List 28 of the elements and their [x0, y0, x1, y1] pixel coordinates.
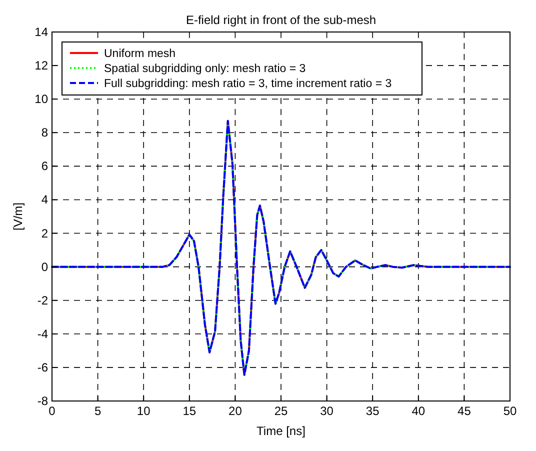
x-axis-title: Time [ns]	[256, 424, 306, 438]
x-tick-label: 5	[94, 404, 102, 418]
y-tick-label: -8	[37, 394, 48, 408]
y-axis-title: [V/m]	[11, 202, 25, 231]
y-tick-label: 12	[34, 58, 48, 73]
y-tick-label: 10	[34, 92, 48, 106]
x-tick-label: 20	[228, 404, 242, 418]
x-tick-label: 35	[366, 404, 380, 418]
legend-label: Full subgridding: mesh ratio = 3, time increment ratio = 3	[104, 78, 392, 90]
y-tick-label: 14	[34, 25, 48, 39]
y-tick-label: 2	[41, 226, 48, 240]
x-tick-label: 50	[503, 404, 517, 418]
y-tick-label: -4	[37, 326, 48, 341]
y-tick-label: -6	[37, 360, 48, 374]
legend-label: Spatial subgridding only: mesh ratio = 3	[104, 63, 306, 75]
x-tick-label: 15	[182, 404, 196, 418]
x-tick-label: 45	[458, 404, 472, 418]
y-tick-label: -2	[37, 293, 48, 308]
x-tick-label: 10	[136, 404, 151, 418]
x-tick-label: 40	[412, 404, 426, 418]
chart-title: E-field right in front of the sub-mesh	[186, 13, 376, 27]
y-tick-label: 0	[41, 260, 48, 274]
y-tick-label: 6	[41, 159, 48, 174]
y-tick-label: 8	[41, 126, 48, 140]
x-tick-label: 25	[274, 404, 288, 418]
x-tick-label: 30	[320, 404, 334, 418]
legend-label: Uniform mesh	[104, 48, 176, 60]
y-tick-label: 4	[41, 192, 48, 207]
